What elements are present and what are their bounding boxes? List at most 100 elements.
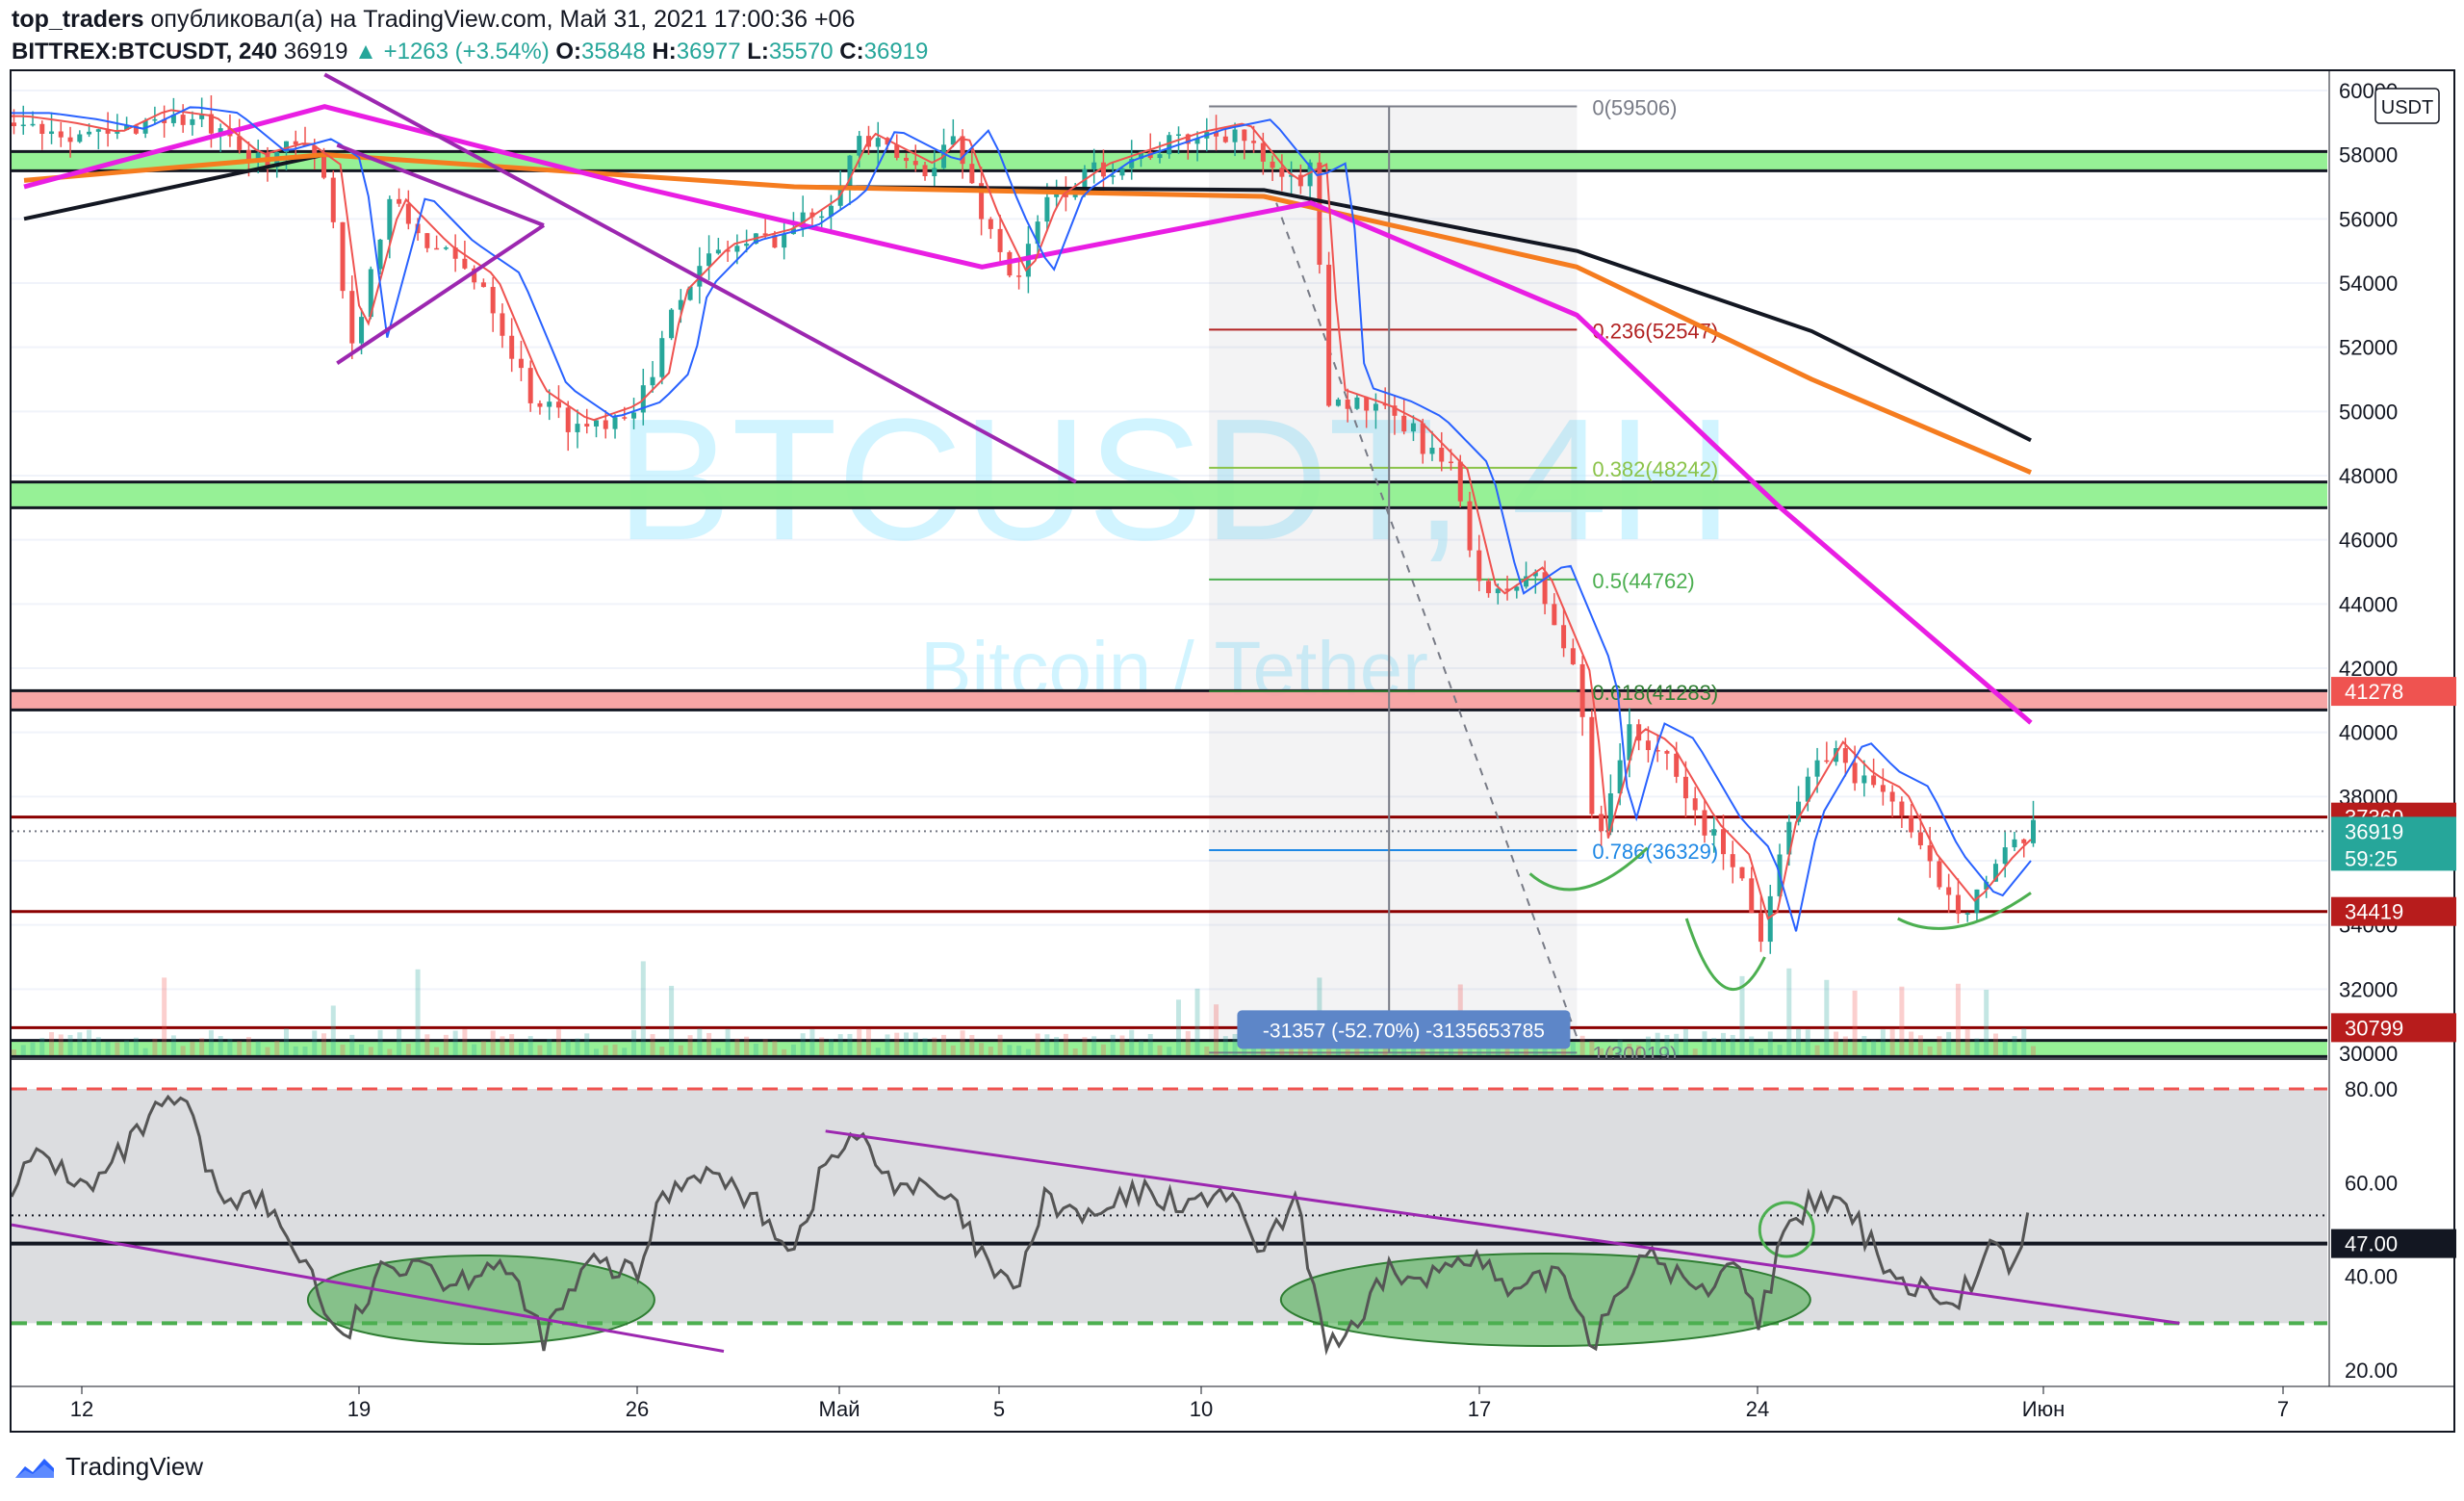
candle-body <box>603 420 608 429</box>
volume-bar <box>227 1038 233 1055</box>
volume-bar <box>1909 1031 1914 1055</box>
candle-body <box>1749 878 1755 914</box>
candle-body <box>472 268 477 283</box>
volume-bar <box>565 1040 571 1055</box>
candle-body <box>170 115 176 123</box>
candle-body <box>1251 141 1257 143</box>
volume-bar <box>1702 1031 1707 1055</box>
candle-body <box>255 152 261 162</box>
price-axis-tick: 52000 <box>2339 336 2398 360</box>
time-axis-tick: 24 <box>1746 1397 1769 1421</box>
candle-body <box>20 124 26 127</box>
volume-bar <box>744 1036 750 1055</box>
volume-bar <box>190 1041 195 1055</box>
volume-bar <box>1777 1045 1783 1055</box>
candle-body <box>706 253 712 267</box>
volume-bar <box>1176 999 1182 1055</box>
volume-bar <box>885 1034 890 1055</box>
candle-body <box>1129 158 1135 168</box>
volume-bar <box>537 1045 543 1055</box>
candle-body <box>1345 399 1350 409</box>
candle-body <box>199 114 205 119</box>
volume-bar <box>1214 1004 1219 1055</box>
zone-green <box>12 151 2327 171</box>
author-name[interactable]: top_traders <box>12 6 144 33</box>
fib-level-label: 0.382(48242) <box>1592 457 1718 481</box>
volume-bar <box>1025 1048 1031 1055</box>
volume-bar <box>1561 1046 1567 1055</box>
candle-body <box>1758 913 1764 943</box>
volume-bar <box>1147 1034 1153 1055</box>
zone-green <box>12 481 2327 508</box>
rsi-level-label: 47.00 <box>2345 1232 2398 1256</box>
volume-bar <box>1899 986 1905 1055</box>
candle-body <box>1410 423 1416 432</box>
candle-body <box>537 402 543 407</box>
volume-bar <box>969 1034 975 1055</box>
footer-brand[interactable]: TradingView <box>65 1452 204 1481</box>
price-axis-tick: 58000 <box>2339 143 2398 168</box>
candle-body <box>922 165 928 177</box>
candle-body <box>1467 501 1473 551</box>
volume-bar <box>480 1041 486 1055</box>
candle-body <box>1167 135 1172 155</box>
candle-body <box>997 228 1003 252</box>
candle-body <box>1682 776 1688 799</box>
candle-body <box>1185 134 1191 144</box>
symbol-name[interactable]: BITTREX:BTCUSDT, 240 <box>12 39 278 65</box>
volume-bar <box>1852 990 1858 1055</box>
candle-body <box>1852 763 1858 784</box>
candle-body <box>612 417 618 429</box>
volume-bar <box>424 1034 430 1055</box>
volume-bar <box>1082 1037 1088 1055</box>
price-axis-tick: 46000 <box>2339 529 2398 553</box>
open-value: 35848 <box>581 39 646 65</box>
candle-body <box>2031 819 2036 843</box>
volume-bar <box>472 1044 477 1055</box>
candle-body <box>405 203 411 224</box>
volume-bar <box>152 1038 158 1055</box>
candle-body <box>1692 798 1698 811</box>
volume-bar <box>1194 988 1200 1055</box>
volume-bar <box>650 1034 655 1055</box>
candle-body <box>527 368 533 403</box>
candle-body <box>1457 461 1463 502</box>
volume-bar <box>2031 1046 2036 1055</box>
volume-bar <box>2002 1041 2008 1055</box>
candle-body <box>1664 751 1670 754</box>
price-label: 34419 <box>2345 900 2403 924</box>
volume-bar <box>1138 1040 1143 1055</box>
volume-bar <box>547 1039 552 1055</box>
fib-level-label: 0.618(41283) <box>1592 681 1718 705</box>
volume-bar <box>1692 1048 1698 1055</box>
candle-body <box>415 223 421 234</box>
candle-body <box>190 118 195 125</box>
rsi-trendline <box>12 1223 725 1354</box>
candle-body <box>1739 867 1745 879</box>
zone-green <box>12 1040 2327 1057</box>
volume-bar <box>865 1028 871 1055</box>
volume-bar <box>894 1032 900 1055</box>
candle-body <box>208 114 214 134</box>
volume-bar <box>912 1032 918 1055</box>
volume-bar <box>387 1048 393 1055</box>
volume-bar <box>397 1028 402 1055</box>
candle-body <box>885 138 890 145</box>
volume-bar <box>1984 990 1989 1055</box>
volume-bar <box>762 1039 768 1055</box>
volume-bar <box>405 1044 411 1055</box>
candle-body <box>452 247 458 259</box>
volume-bar <box>1110 1034 1116 1055</box>
candle-body <box>1242 129 1247 142</box>
rsi-highlight-ellipse <box>1279 1253 1811 1347</box>
candle-body <box>359 317 365 344</box>
volume-bar <box>1917 1035 1923 1055</box>
candle-body <box>2012 839 2017 848</box>
candle-body <box>912 161 918 166</box>
volume-bar <box>237 1041 243 1055</box>
measure-label-box <box>1237 1010 1571 1049</box>
volume-bar <box>1570 1042 1576 1055</box>
volume-bar <box>1063 1033 1068 1055</box>
volume-bar <box>245 1037 251 1055</box>
